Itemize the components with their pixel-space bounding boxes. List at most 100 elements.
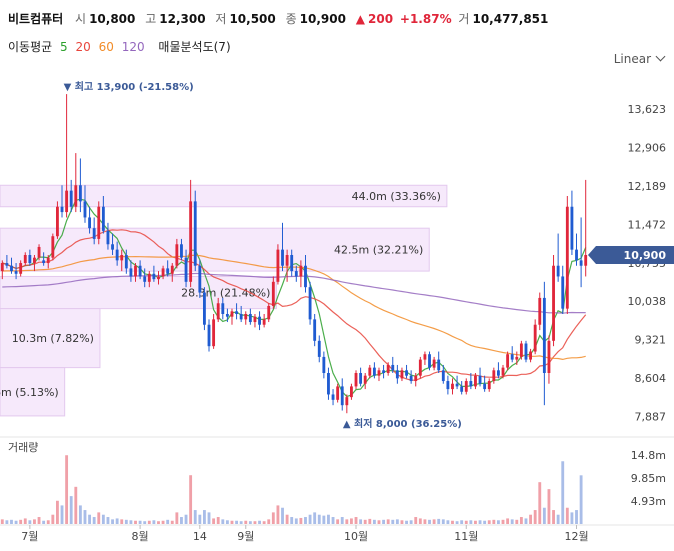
candle-body	[552, 265, 555, 341]
volume-bar	[285, 514, 289, 524]
candle-body	[33, 257, 36, 264]
volume-bar	[23, 518, 27, 524]
volume-bar	[382, 519, 386, 524]
volume-tick-label: 4.93m	[631, 495, 666, 508]
volume-bar	[124, 519, 128, 524]
volume-bar	[474, 520, 477, 524]
volume-bar	[230, 520, 234, 524]
candle-body	[372, 367, 376, 376]
scale-selector[interactable]: Linear	[614, 51, 666, 66]
volume-bar	[74, 486, 78, 524]
volume-bar	[506, 518, 510, 524]
candle-body	[414, 375, 418, 382]
volume-bar	[483, 520, 487, 524]
volume-bar	[304, 517, 307, 524]
candle-body	[483, 383, 487, 390]
candle-body	[542, 297, 546, 373]
volume-bar	[37, 517, 41, 524]
volume-bar	[271, 512, 275, 524]
price-axis: 13,62312,90612,18911,47210,75510,0389,32…	[588, 103, 674, 424]
volume-bar	[216, 517, 220, 524]
candle-body	[432, 359, 436, 368]
candle-body	[248, 314, 252, 323]
candle-body	[184, 257, 188, 282]
volume-bar	[363, 519, 367, 524]
volume-bar	[570, 512, 574, 524]
volume-bar	[78, 505, 82, 524]
candle-body	[492, 370, 496, 382]
volume-bar	[395, 519, 399, 524]
candle-body	[258, 316, 261, 325]
volume-bar	[33, 519, 36, 524]
volume-bar	[143, 521, 147, 524]
volume-bar	[276, 505, 280, 524]
time-tick-label: 8월	[132, 530, 149, 543]
volume-bar	[547, 489, 551, 524]
volume-bar	[432, 519, 436, 524]
volume-profile-label: 44.0m (33.36%)	[352, 190, 441, 203]
candle-body	[317, 340, 321, 357]
volume-bar	[542, 507, 546, 524]
candle-body	[377, 370, 381, 376]
candle-body	[239, 314, 243, 320]
candle-body	[198, 265, 202, 293]
volume-bar	[14, 520, 18, 524]
candle-body	[10, 265, 13, 272]
volume-bar	[262, 521, 266, 524]
volume-bar	[478, 520, 482, 524]
min-price-annotation: ▲ 최저 8,000 (36.25%)	[343, 417, 462, 430]
volume-bar	[455, 521, 459, 524]
volume-bar	[299, 517, 303, 524]
candle-body	[5, 263, 9, 266]
candle-body	[19, 263, 23, 274]
ma-5[interactable]: 5	[60, 40, 68, 54]
volume-bar	[129, 520, 133, 524]
candle-body	[327, 373, 330, 395]
ma-120[interactable]: 120	[121, 40, 145, 54]
candle-body	[134, 265, 137, 277]
volume-bar	[496, 520, 500, 524]
volume-bar	[529, 514, 533, 524]
candle-body	[207, 324, 211, 347]
volume-bar	[533, 510, 537, 524]
candle-body	[147, 273, 151, 282]
volume-bar	[51, 514, 55, 524]
volume-bar	[0, 519, 4, 524]
volume-bar	[19, 519, 23, 524]
candle-body	[170, 265, 174, 274]
candle-body	[42, 260, 46, 264]
volume-bar	[111, 519, 114, 524]
candle-body	[349, 386, 353, 398]
price-tick-label: 12,906	[628, 141, 667, 154]
volume-bar	[83, 510, 87, 524]
price-tick-label: 11,472	[628, 218, 667, 231]
volume-tick-label: 9.85m	[631, 472, 666, 485]
volume-profile-label: 10.3m (7.82%)	[12, 332, 94, 345]
candle-body	[382, 370, 386, 373]
volume-bar	[101, 514, 105, 524]
candle-body	[294, 271, 298, 277]
ma-20[interactable]: 20	[75, 40, 91, 54]
candle-body	[405, 370, 408, 376]
volume-bar	[400, 520, 404, 524]
volume-bar	[579, 475, 583, 524]
candle-body	[345, 397, 349, 406]
candle-body	[322, 356, 326, 373]
change-percent: +1.87%	[399, 12, 452, 26]
candle-body	[189, 201, 193, 282]
price-tick-label: 10,038	[628, 295, 667, 308]
ma-label[interactable]: 이동평균	[8, 40, 53, 54]
volume-bar	[428, 519, 431, 524]
candle-body	[97, 206, 101, 239]
volume-bar	[308, 514, 312, 524]
volume-profile-label[interactable]: 매물분석도(7)	[158, 40, 231, 54]
candle-body	[193, 201, 197, 266]
volume-profile-bar	[0, 367, 66, 417]
candle-body	[138, 265, 142, 277]
volume-bar	[575, 510, 578, 524]
volume-bar	[354, 517, 358, 524]
ma-60[interactable]: 60	[98, 40, 114, 54]
candle-body	[400, 370, 404, 379]
volume-bar	[212, 518, 216, 524]
